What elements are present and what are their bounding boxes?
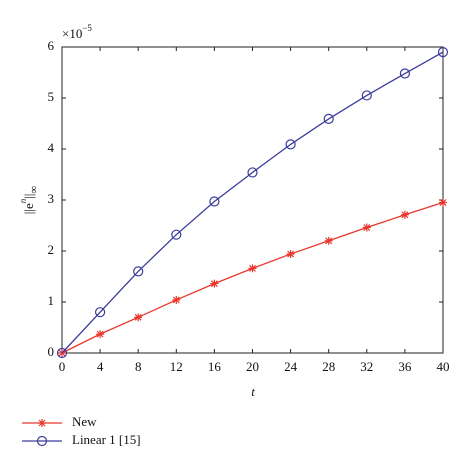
marker-shape xyxy=(133,266,144,277)
marker xyxy=(209,196,220,207)
marker xyxy=(96,330,105,339)
marker-shape xyxy=(285,139,296,150)
x-tick-label: 8 xyxy=(135,359,142,374)
multiplier-exponent: −5 xyxy=(82,23,92,33)
marker-shape xyxy=(209,196,220,207)
y-axis-label: ||en||∞ xyxy=(18,186,39,215)
x-tick-label: 28 xyxy=(322,359,335,374)
legend-item: Linear 1 [15] xyxy=(22,432,141,447)
x-tick-label: 16 xyxy=(208,359,222,374)
y-tick-label: 6 xyxy=(48,38,55,53)
y-tick-label: 0 xyxy=(48,344,55,359)
marker xyxy=(399,68,410,79)
marker xyxy=(362,223,371,232)
x-tick-label: 20 xyxy=(246,359,259,374)
marker-shape xyxy=(323,113,334,125)
marker xyxy=(133,266,144,277)
x-axis-label: t xyxy=(251,384,255,399)
marker xyxy=(171,229,182,240)
marker-stroke xyxy=(96,330,104,338)
marker xyxy=(210,279,219,288)
marker-stroke xyxy=(38,419,46,427)
y-tick-label: 1 xyxy=(48,293,55,308)
y-multiplier: ×10−5 xyxy=(62,23,92,41)
marker-shape xyxy=(247,167,258,178)
y-tick-label: 3 xyxy=(48,191,55,206)
multiplier-base: ×10 xyxy=(62,26,82,41)
x-tick-label: 40 xyxy=(437,359,450,374)
marker-shape xyxy=(56,347,68,359)
marker-stroke xyxy=(172,296,180,304)
marker-stroke xyxy=(401,211,409,219)
marker-stroke xyxy=(325,237,333,245)
marker xyxy=(36,435,48,447)
marker-stroke xyxy=(363,224,371,231)
marker xyxy=(400,210,409,219)
marker xyxy=(134,313,143,322)
y-label-part: ||e xyxy=(21,203,36,214)
x-tick-label: 24 xyxy=(284,359,298,374)
marker xyxy=(248,264,257,273)
marker xyxy=(172,295,181,304)
marker xyxy=(247,167,258,178)
marker-shape xyxy=(437,46,449,58)
marker xyxy=(324,236,333,245)
plot-frame xyxy=(61,46,444,354)
series-line xyxy=(61,201,444,354)
legend-label: New xyxy=(72,414,97,429)
marker-stroke xyxy=(439,199,447,206)
marker-shape xyxy=(361,90,372,101)
marker-stroke xyxy=(249,264,256,272)
x-tick-label: 0 xyxy=(59,359,66,374)
marker xyxy=(38,419,46,427)
marker-stroke xyxy=(287,250,295,258)
y-tick-label: 4 xyxy=(48,140,55,155)
series-line xyxy=(61,51,444,354)
x-tick-label: 4 xyxy=(97,359,104,374)
marker xyxy=(437,46,449,58)
x-tick-label: 36 xyxy=(398,359,412,374)
y-label-part: || xyxy=(21,194,36,199)
marker-shape xyxy=(94,307,106,318)
marker-stroke xyxy=(210,280,218,288)
marker xyxy=(56,347,68,359)
y-tick-label: 2 xyxy=(48,242,55,257)
marker xyxy=(361,90,372,101)
marker xyxy=(94,307,106,318)
marker xyxy=(323,113,334,125)
y-tick-label: 5 xyxy=(48,89,55,104)
marker xyxy=(286,250,295,259)
marker-shape xyxy=(171,229,182,240)
y-label-part: n xyxy=(18,198,28,203)
marker-stroke xyxy=(134,313,142,321)
y-label-part: ∞ xyxy=(28,186,40,194)
marker xyxy=(285,139,296,150)
x-tick-label: 32 xyxy=(360,359,373,374)
marker xyxy=(439,198,447,207)
marker-shape xyxy=(36,435,48,447)
legend-label: Linear 1 [15] xyxy=(72,432,141,447)
legend-item: New xyxy=(22,414,97,429)
marker-shape xyxy=(399,68,410,79)
x-tick-label: 12 xyxy=(170,359,183,374)
